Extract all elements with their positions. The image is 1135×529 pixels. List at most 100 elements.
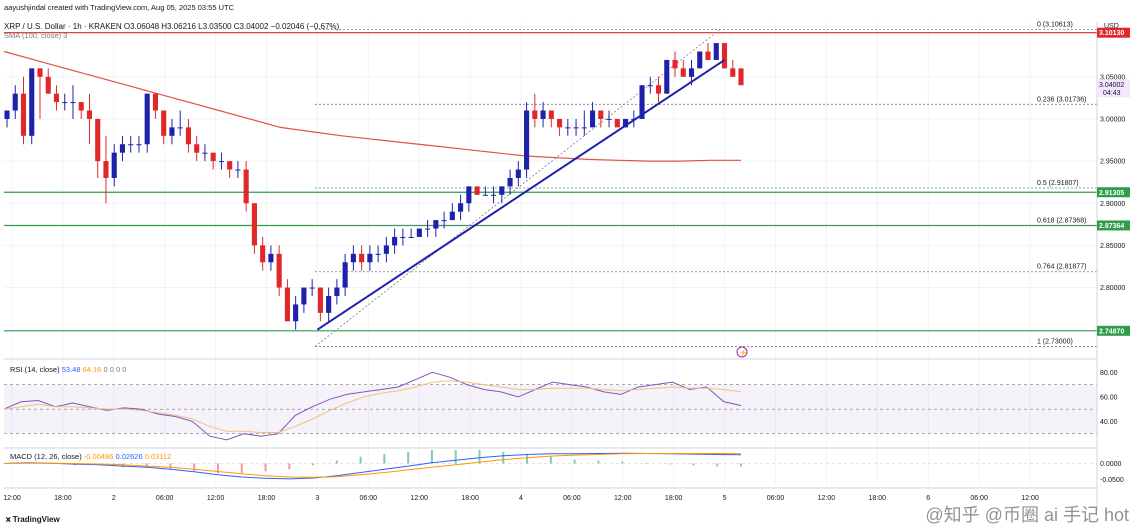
time-tick-2: 2 [112,495,116,502]
candle-body-13 [111,152,117,178]
candle-body-26 [218,161,224,163]
rsi-series-1 [3,380,742,433]
candle-body-16 [136,144,142,146]
candle-body-23 [194,144,200,153]
macd-histogram-bar-12 [288,463,291,470]
candle-body-45 [375,253,381,255]
macd-histogram-bar-10 [240,463,243,474]
candle-body-33 [276,253,282,288]
time-tick-7: 06:00 [360,495,378,502]
candle-body-67 [557,118,563,128]
macd-series-1 [3,453,742,478]
fib-levels: 0 (3.10613) 0.236 (3.01736) 0.5 (2.91807) 0… [314,21,1097,347]
level-tag-bg-1 [1097,187,1130,198]
candle-body-34 [284,287,290,322]
macd-histogram-bar-20 [478,449,481,464]
candle-body-37 [309,287,315,289]
candle-body-28 [235,169,241,171]
tradingview-logo[interactable]: ⩙ TradingView [6,515,60,525]
candle-body-51 [425,228,431,230]
currency-label: USD [1104,23,1119,30]
rsi-ma-value: 64.16 [82,365,102,374]
time-tick-16: 12:00 [818,495,836,502]
rsi-extra-2: 0 [109,365,114,374]
macd-histogram-bar-5 [121,463,124,468]
candle-body-50 [416,228,422,237]
candle-body-71 [589,110,596,128]
fib-label-1: 0.236 (3.01736) [1037,96,1086,103]
level-tag-2: 2.87364 [1099,223,1124,230]
trendline[interactable] [316,59,726,331]
time-tick-3: 06:00 [156,495,174,502]
candle-body-35 [293,304,299,322]
price-axis: USD 3.05000 3.00000 2.95000 2.90000 2.85000 2.… [1100,23,1125,292]
candle-body-57 [474,186,480,195]
fib-label-2: 0.5 (2.91807) [1037,180,1079,187]
time-tick-5: 18:00 [258,495,276,502]
macd-title: MACD (12, 26, close) [10,452,82,461]
candle-body-80 [664,59,670,94]
candle-body-1 [12,93,18,111]
macd-histogram-bar-8 [193,463,196,472]
macd-histogram-bar-18 [430,449,433,464]
macd-signal-value: 0.03112 [144,452,172,461]
fib-diagonal [314,29,721,347]
tv-brand-text: TradingView [12,515,60,524]
candle-body-3 [29,68,35,136]
sma-line [3,50,741,162]
time-tick-14: 5 [723,495,727,502]
macd-histogram-bar-0 [3,463,5,464]
candle-body-62 [515,169,521,178]
candle-body-4 [37,68,43,77]
candle-body-44 [367,253,373,263]
candle-body-10 [86,110,93,119]
horizontal-levels [4,32,1097,332]
candle-body-24 [202,152,208,154]
candle-body-46 [383,245,389,254]
macd-histogram-bar-30 [716,463,719,467]
macd-histogram-bar-26 [621,461,624,464]
candle-body-49 [408,236,414,238]
rsi-extra-4: 0 [122,365,127,374]
candle-body-63 [524,110,530,170]
macd-histogram-bar-15 [359,456,362,464]
replay-icon[interactable] [736,346,748,358]
macd-histogram-bar-31 [740,463,742,467]
time-tick-11: 06:00 [563,495,581,502]
macd-histogram-bar-27 [644,463,647,464]
macd-histogram-bar-17 [407,451,410,464]
candle-body-21 [177,127,183,129]
macd-series-0 [3,452,742,480]
candle-body-6 [53,93,60,103]
candle-body-53 [441,220,447,222]
candle-body-88 [730,68,736,77]
rsi-pane: 80.00 60.00 40.00 [3,358,1118,441]
candle-body-36 [301,287,307,305]
candle-body-20 [169,127,175,136]
candle-body-11 [95,118,101,162]
candle-body-54 [449,211,455,221]
price-tick-3: 2.90000 [1100,201,1125,208]
fib-label-0: 0 (3.10613) [1037,21,1073,28]
candle-body-14 [119,144,126,153]
level-tag-1: 2.91305 [1099,190,1124,197]
sma-legend: SMA (100, close) 3 [4,31,68,40]
fib-label-4: 0.764 (2.81877) [1037,264,1086,271]
candle-body-0 [4,110,10,119]
candle-body-2 [20,93,27,136]
macd-pane: 0.0000 -0.0500 [3,447,1124,484]
grid [4,22,1097,485]
time-tick-4: 12:00 [207,495,225,502]
time-tick-20: 12:00 [1021,495,1039,502]
candle-body-81 [672,59,678,69]
lightning-icon: ⚡ [739,348,748,357]
candle-body-56 [466,186,472,204]
candle-body-42 [350,253,356,263]
candle-body-79 [655,85,662,94]
symbol-header: XRP / U.S. Dollar · 1h · KRAKEN O3.06048… [4,22,340,31]
candle-body-89 [738,68,744,86]
candle-body-38 [317,287,323,313]
macd-histogram-bar-29 [692,463,695,466]
